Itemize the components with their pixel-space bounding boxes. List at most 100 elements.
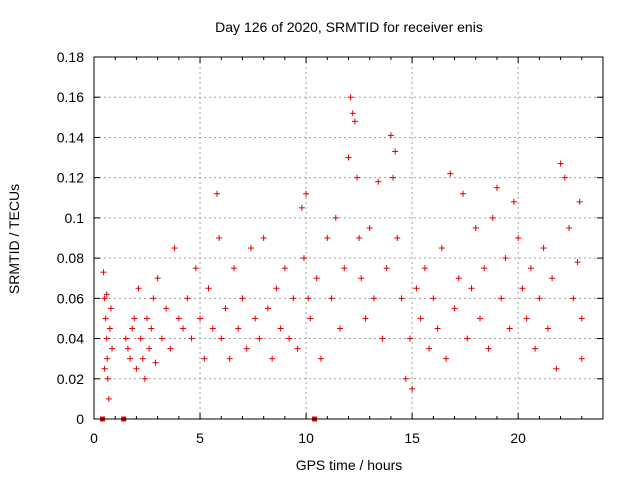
data-point <box>476 315 483 322</box>
data-point <box>298 204 305 211</box>
data-point <box>341 265 348 272</box>
data-point <box>413 285 420 292</box>
grid <box>94 57 603 419</box>
y-tick-label: 0.1 <box>65 210 85 226</box>
data-point <box>137 335 144 342</box>
data-point <box>362 315 369 322</box>
y-tick-label: 0.02 <box>57 371 84 387</box>
x-tick-label: 15 <box>404 430 420 446</box>
data-point <box>349 110 356 117</box>
data-point <box>154 275 161 282</box>
data-point <box>141 375 148 382</box>
y-tick-label: 0.14 <box>57 129 84 145</box>
data-point <box>578 315 585 322</box>
data-point <box>192 265 199 272</box>
data-point <box>269 355 276 362</box>
y-tick-label: 0 <box>76 411 84 427</box>
data-point <box>351 118 358 125</box>
data-point <box>332 214 339 221</box>
data-point <box>252 315 259 322</box>
data-point <box>163 305 170 312</box>
data-point <box>175 315 182 322</box>
data-point <box>188 335 195 342</box>
y-tick-label: 0.08 <box>57 250 84 266</box>
data-point <box>392 148 399 155</box>
data-point <box>109 345 116 352</box>
data-point <box>243 345 250 352</box>
data-point <box>379 335 386 342</box>
data-point <box>451 305 458 312</box>
data-point <box>578 355 585 362</box>
data-point <box>561 174 568 181</box>
data-point <box>216 235 223 241</box>
data-point <box>313 275 320 282</box>
data-point <box>107 305 114 312</box>
data-point <box>353 174 360 181</box>
data-point <box>447 170 454 177</box>
data-point <box>104 355 111 362</box>
data-point <box>464 335 471 342</box>
data-point <box>273 285 280 292</box>
data-point <box>239 295 246 302</box>
data-point <box>356 235 363 241</box>
data-point <box>102 315 109 322</box>
data-point <box>281 265 288 272</box>
data-point <box>103 335 110 342</box>
data-point <box>407 335 414 342</box>
data-point <box>417 315 424 322</box>
data-point <box>544 325 551 332</box>
data-point <box>286 335 293 342</box>
data-point <box>133 365 140 372</box>
data-point <box>235 325 242 332</box>
data-point <box>256 335 263 342</box>
plot-frame <box>93 56 604 420</box>
data-point <box>337 325 344 332</box>
data-point <box>566 224 573 231</box>
data-point <box>184 295 191 302</box>
data-point <box>139 355 146 362</box>
y-tick-label: 0.18 <box>57 49 84 65</box>
data-points <box>99 94 585 422</box>
data-point <box>506 325 513 332</box>
data-point <box>515 235 522 241</box>
y-axis-label: SRMTID / TECUs <box>6 184 22 294</box>
y-tick-label: 0.12 <box>57 170 84 186</box>
data-point <box>398 295 405 302</box>
data-point <box>345 154 352 161</box>
x-tick-label: 10 <box>298 430 314 446</box>
data-point <box>387 132 394 139</box>
data-point <box>146 345 153 352</box>
y-tick-label: 0.04 <box>57 331 84 347</box>
data-point <box>150 295 157 302</box>
data-point <box>303 190 310 197</box>
data-point <box>426 345 433 352</box>
data-point <box>576 198 583 205</box>
data-point <box>230 265 237 272</box>
data-point <box>324 235 331 241</box>
data-point <box>300 255 307 262</box>
data-point <box>375 178 382 185</box>
data-point <box>290 295 297 302</box>
data-point <box>201 355 208 362</box>
data-point <box>510 198 517 205</box>
data-point <box>481 265 488 272</box>
data-point <box>493 184 500 191</box>
data-point <box>135 285 142 292</box>
data-point <box>472 224 479 231</box>
data-point <box>131 315 138 322</box>
data-point <box>106 325 113 332</box>
data-point <box>485 345 492 352</box>
y-tick-label: 0.16 <box>57 89 84 105</box>
x-tick-label: 5 <box>196 430 204 446</box>
data-point <box>498 295 505 302</box>
data-point <box>105 395 112 402</box>
data-point <box>127 355 134 362</box>
data-point <box>152 359 159 366</box>
data-point <box>264 305 271 312</box>
data-point <box>430 295 437 302</box>
x-tick-label: 0 <box>90 430 98 446</box>
data-point <box>205 285 212 292</box>
data-point <box>570 295 577 302</box>
data-point <box>307 315 314 322</box>
axis-ticks: 0 5 10 15 20 0 0.02 0.04 0.06 0.08 0.1 0.12 0.14 0.16… <box>57 49 603 446</box>
